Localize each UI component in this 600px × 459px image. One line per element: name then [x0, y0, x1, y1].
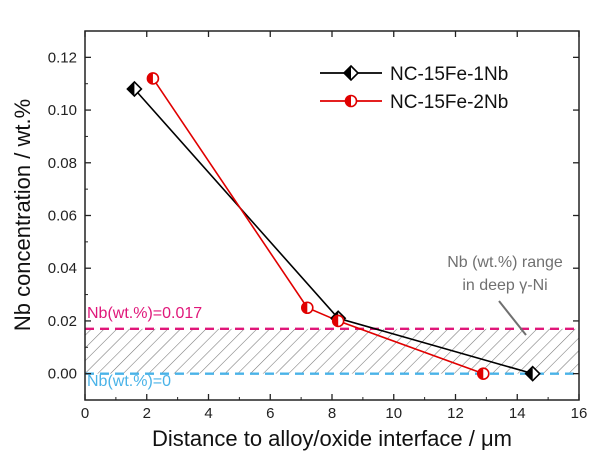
x-tick-label: 16	[571, 405, 588, 422]
x-tick-label: 12	[447, 405, 464, 422]
x-tick-label: 0	[81, 405, 89, 422]
annotation-line-1: Nb (wt.%) range	[447, 254, 563, 271]
x-tick-label: 10	[385, 405, 402, 422]
series-line-1	[152, 77, 484, 375]
data-point	[331, 314, 345, 328]
y-tick-label: 0.04	[48, 260, 77, 277]
hatched-band	[85, 328, 579, 374]
x-tick-label: 14	[509, 405, 526, 422]
data-point	[146, 72, 160, 85]
y-tick-label: 0.12	[48, 49, 77, 66]
y-tick-label: 0.08	[48, 155, 77, 172]
x-tick-label: 2	[143, 405, 151, 422]
band-annotation: Nb (wt.%) range in deep γ-Ni	[447, 254, 563, 336]
x-axis-title: Distance to alloy/oxide interface / μm	[152, 426, 512, 451]
legend-marker	[344, 94, 358, 108]
y-tick-label: 0.10	[48, 102, 77, 119]
x-tick-label: 6	[266, 405, 274, 422]
data-point	[300, 301, 314, 315]
reference-label-0017: Nb(wt.%)=0.017	[87, 305, 202, 322]
annotation-arrow	[498, 300, 527, 336]
x-tick-label: 4	[204, 405, 212, 422]
legend-label: NC-15Fe-1Nb	[390, 64, 508, 85]
legend: NC-15Fe-1Nb NC-15Fe-2Nb	[320, 64, 508, 113]
data-point	[524, 365, 541, 382]
x-tick-label: 8	[328, 405, 336, 422]
data-point	[476, 367, 490, 380]
annotation-line-2: in deep γ-Ni	[462, 277, 547, 294]
y-tick-label: 0.00	[48, 366, 77, 383]
y-tick-label: 0.02	[48, 313, 77, 330]
y-axis-title: Nb concentration / wt.%	[10, 99, 35, 331]
reference-label-0: Nb(wt.%)=0	[87, 373, 171, 390]
legend-marker	[342, 64, 360, 82]
y-tick-label: 0.06	[48, 208, 77, 225]
data-point	[126, 80, 143, 98]
legend-label: NC-15Fe-2Nb	[390, 92, 508, 113]
